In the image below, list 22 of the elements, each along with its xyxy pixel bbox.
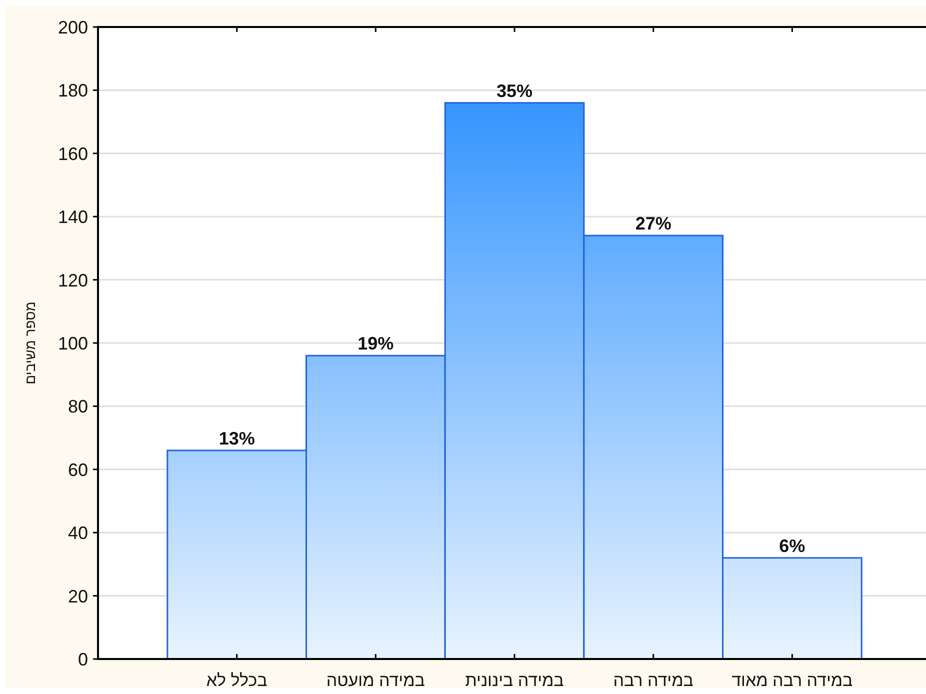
y-tick-label: 0 <box>78 650 88 670</box>
annotation: 13% <box>218 428 255 448</box>
annotation: 35% <box>496 80 533 101</box>
y-tick-label: 160 <box>58 144 88 164</box>
y-axis-title: מספר משיבים <box>22 302 38 384</box>
y-tick-label: 20 <box>68 586 88 606</box>
x-tick-label: בכלל לא <box>206 671 268 690</box>
y-tick-label: 100 <box>58 334 88 354</box>
x-tick-label: במידה בינונית <box>465 671 564 690</box>
annotation: 27% <box>635 214 672 234</box>
x-tick-label: במידה רבה מאוד <box>732 671 853 690</box>
y-tick-label: 180 <box>58 80 88 101</box>
y-tick-label: 140 <box>58 207 88 228</box>
y-tick-label: 200 <box>58 18 88 38</box>
x-tick-label: במידה רבה <box>613 671 694 690</box>
y-tick-label: 60 <box>68 460 88 480</box>
x-tick-label: במידה מועטה <box>326 671 425 690</box>
y-tick-label: 80 <box>68 396 88 417</box>
y-tick-label: 40 <box>68 523 88 544</box>
y-tick-label: 120 <box>58 270 88 290</box>
annotation: 19% <box>358 334 394 354</box>
annotation: 6% <box>779 536 806 556</box>
